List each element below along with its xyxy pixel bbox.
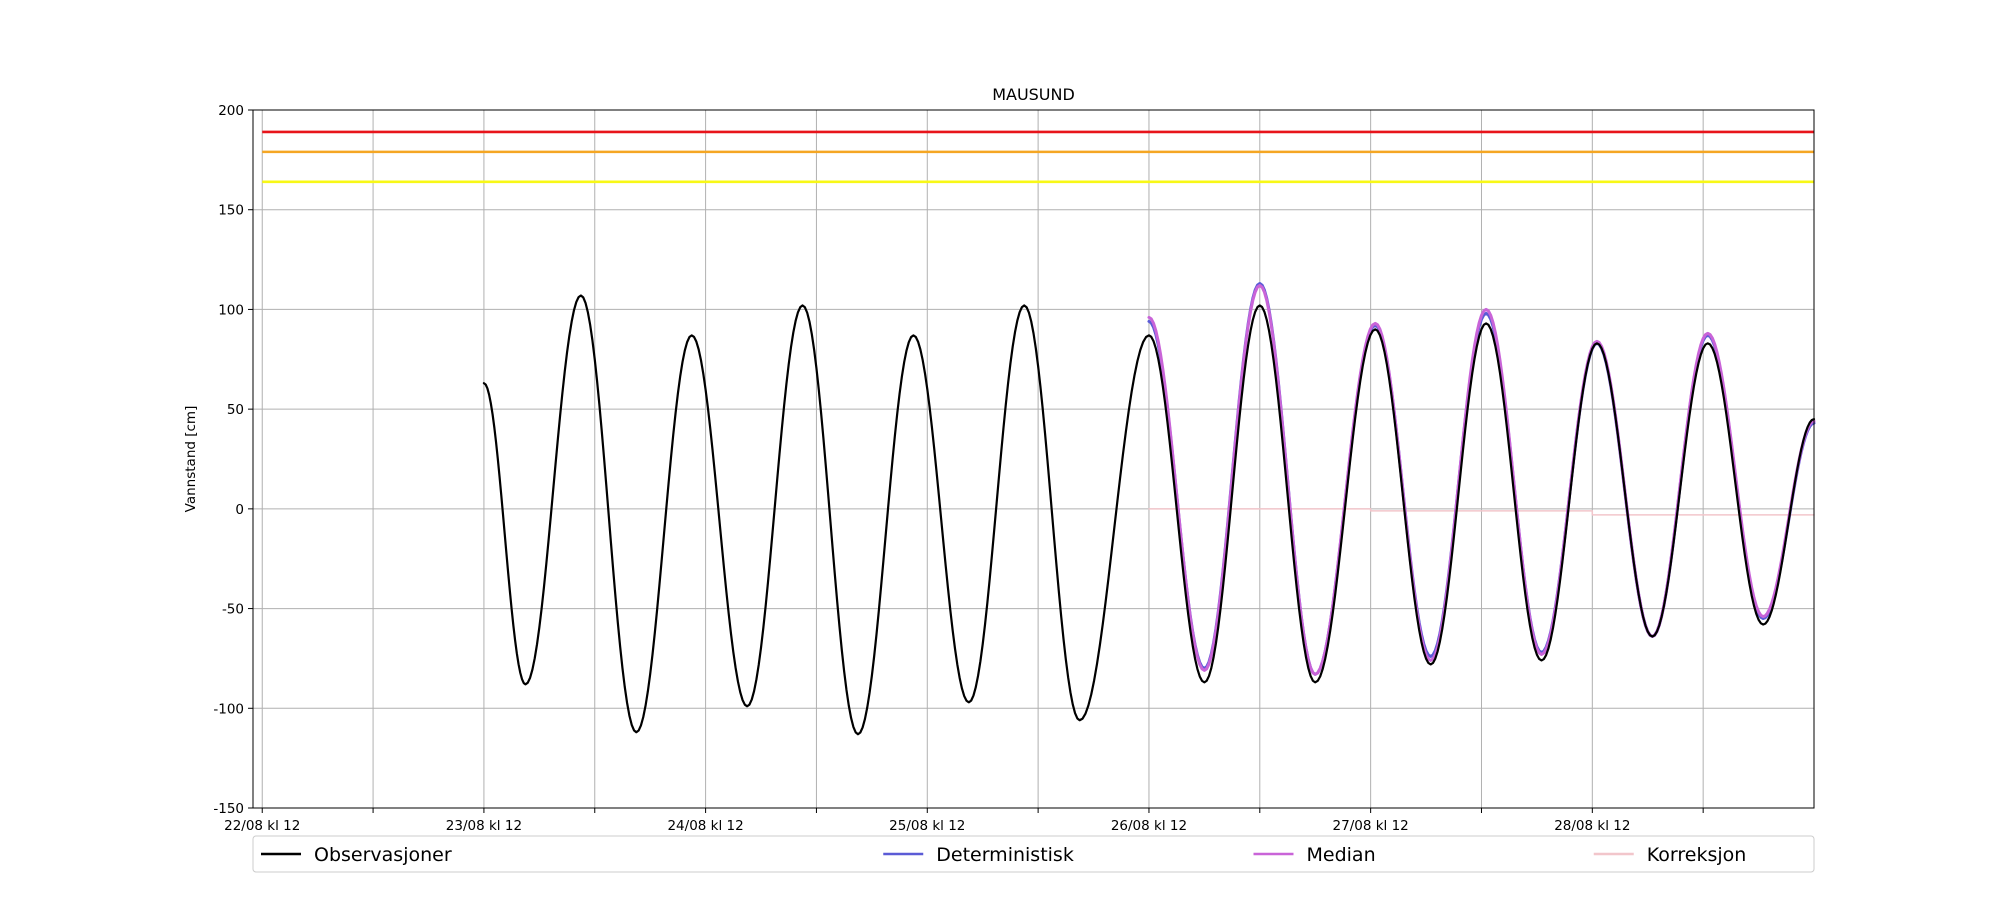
y-tick-label: 150 [218, 203, 244, 219]
grid [253, 109, 1814, 809]
y-tick-label: 200 [218, 103, 244, 119]
legend-label: Korreksjon [1647, 844, 1747, 866]
plot-frame [252, 109, 1815, 809]
y-tick-label: -100 [213, 701, 244, 717]
series-line-observasjoner [482, 294, 1816, 736]
legend-label: Median [1307, 844, 1376, 866]
series-lines [482, 282, 1816, 736]
x-axis-ticks: 22/08 kl 12 23/08 kl 12 24/08 kl 12 25/08 k… [224, 808, 1704, 834]
series-line-deterministisk [1147, 282, 1816, 676]
y-tick-label: -150 [213, 801, 244, 817]
threshold-lines [262, 130, 1814, 184]
x-tick-label: 28/08 kl 12 [1554, 818, 1630, 834]
y-axis-ticks: 200 150 100 50 0 -50 -100 -150 [213, 103, 253, 817]
y-tick-label: 50 [227, 402, 244, 418]
x-tick-label: 24/08 kl 12 [667, 818, 743, 834]
x-tick-label: 26/08 kl 12 [1111, 818, 1187, 834]
legend: Observasjoner Deterministisk Median Korreks… [252, 835, 1815, 873]
legend-label: Observasjoner [314, 844, 452, 866]
x-tick-label: 22/08 kl 12 [224, 818, 300, 834]
legend-label: Deterministisk [936, 844, 1074, 866]
series-line-median [1147, 284, 1816, 676]
legend-box [252, 835, 1815, 873]
x-tick-label: 25/08 kl 12 [889, 818, 965, 834]
y-tick-label: 100 [218, 302, 244, 318]
x-tick-label: 23/08 kl 12 [446, 818, 522, 834]
y-tick-label: 0 [235, 502, 244, 518]
y-axis-label: Vannstand [cm] [183, 406, 199, 513]
x-tick-label: 27/08 kl 12 [1333, 818, 1409, 834]
y-tick-label: -50 [222, 602, 244, 618]
chart-title: MAUSUND [992, 85, 1075, 104]
